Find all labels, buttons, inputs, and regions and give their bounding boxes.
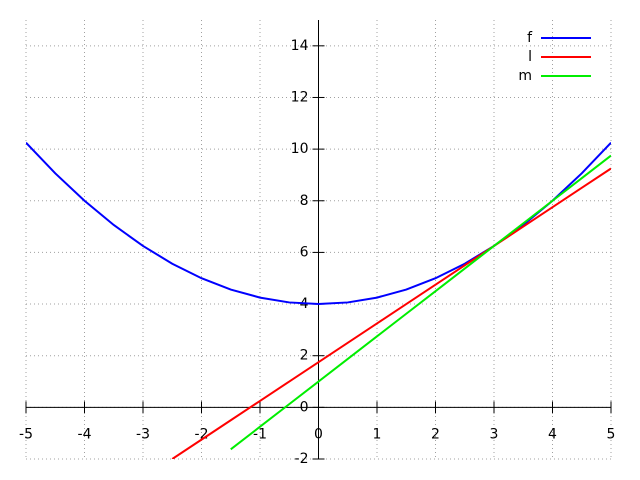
x-tick-label: 0 — [314, 426, 323, 442]
series-line — [230, 154, 611, 451]
x-tick-label: -1 — [253, 426, 267, 442]
y-tick-label: 12 — [291, 89, 309, 105]
x-tick-label: 5 — [607, 426, 616, 442]
y-tick-label: 10 — [291, 141, 309, 157]
y-tick-label: 0 — [300, 399, 309, 415]
y-tick-label: 2 — [300, 348, 309, 364]
y-tick-label: -2 — [295, 451, 309, 467]
y-tick-label: 6 — [300, 244, 309, 260]
x-tick-label: -5 — [19, 426, 33, 442]
x-tick-label: 4 — [548, 426, 557, 442]
y-tick-label: 8 — [300, 193, 309, 209]
legend-label: m — [518, 68, 532, 84]
y-tick-label: 14 — [291, 38, 309, 54]
x-tick-label: 2 — [431, 426, 440, 442]
x-tick-label: 1 — [373, 426, 382, 442]
legend-label: l — [528, 49, 532, 65]
x-tick-label: -3 — [136, 426, 150, 442]
legend-label: f — [527, 30, 533, 46]
x-tick-label: -4 — [78, 426, 92, 442]
x-tick-label: 3 — [490, 426, 499, 442]
series-line — [171, 167, 611, 459]
